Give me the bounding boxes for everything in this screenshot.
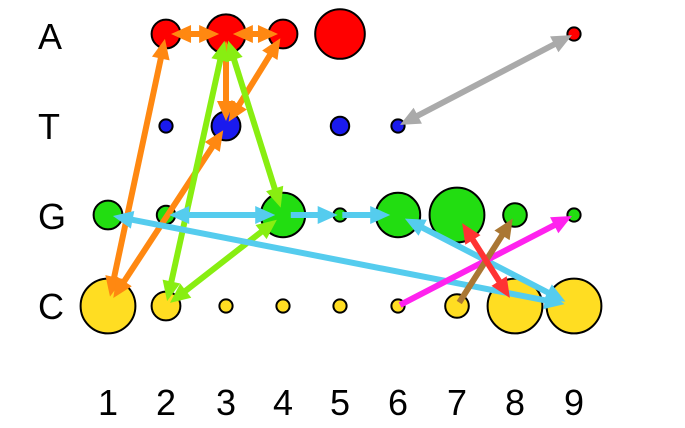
edge-shaft-6: [230, 54, 279, 194]
edge-head-1: [257, 25, 278, 43]
edge-head-12: [370, 206, 391, 224]
node-a-9: [566, 26, 582, 42]
edge-tail-head-8: [255, 219, 277, 240]
edge-tail-head-14: [404, 218, 427, 236]
edge-shaft-9: [412, 39, 560, 121]
edge-head-17: [491, 276, 510, 298]
col-label-9: 9: [564, 382, 584, 423]
edge-tail-head-9: [400, 107, 422, 125]
edge-head-3: [228, 99, 247, 122]
edge-shaft-4: [110, 53, 165, 282]
edge-arrow-10: [169, 206, 276, 224]
edge-shaft-7: [167, 55, 225, 287]
edge-arrow-17: [462, 223, 510, 298]
col-label-7: 7: [447, 382, 467, 423]
col-label-1: 1: [98, 382, 118, 423]
edge-head-9: [550, 35, 572, 53]
edge-tail-head-17: [462, 223, 481, 245]
node-g-9: [566, 207, 582, 223]
edge-arrow-3: [228, 38, 281, 122]
col-label-3: 3: [216, 382, 236, 423]
node-t-6: [390, 118, 406, 134]
col-label-8: 8: [505, 382, 525, 423]
edge-head-16: [494, 218, 513, 241]
edge-head-6: [266, 185, 284, 208]
edge-arrow-15: [398, 216, 572, 308]
edge-head-8: [169, 283, 192, 303]
edge-arrow-6: [225, 40, 284, 208]
row-label-t: T: [38, 106, 60, 147]
col-label-4: 4: [273, 382, 293, 423]
edge-arrow-16: [456, 218, 513, 305]
edge-shaft-3: [234, 50, 275, 110]
col-label-6: 6: [388, 382, 408, 423]
edge-head-2: [217, 100, 235, 121]
node-t-5: [329, 115, 351, 137]
edge-head-15: [550, 216, 572, 234]
edge-shaft-13: [128, 216, 550, 305]
edge-tail-head-3: [262, 38, 281, 61]
edge-head-14: [543, 284, 566, 302]
row-label-a: A: [38, 16, 62, 57]
edge-tail-head-1: [232, 25, 253, 43]
edge-head-5: [113, 276, 132, 298]
col-label-2: 2: [156, 382, 176, 423]
col-label-5: 5: [330, 382, 350, 423]
edge-arrow-1: [232, 25, 278, 43]
edge-head-11: [317, 206, 338, 224]
edge-head-10: [255, 206, 276, 224]
edge-arrow-0: [171, 25, 220, 43]
edge-arrow-9: [400, 35, 572, 125]
edge-tail-head-4: [151, 38, 170, 61]
row-labels: A T G C: [38, 16, 66, 327]
edge-tail-head-6: [225, 40, 243, 63]
edge-arrow-11: [290, 206, 338, 224]
edges-layer: [105, 25, 572, 310]
node-t-2: [158, 118, 174, 134]
column-labels: 1 2 3 4 5 6 7 8 9: [98, 382, 584, 423]
node-a-5: [314, 8, 366, 60]
edge-arrow-12: [342, 206, 391, 224]
node-c-4: [275, 298, 291, 314]
node-c-3: [218, 298, 234, 314]
edge-tail-head-13: [112, 210, 135, 229]
edge-arrow-7: [162, 40, 230, 302]
node-c-5: [332, 298, 348, 314]
edge-shaft-16: [456, 230, 507, 305]
edge-head-0: [171, 25, 192, 43]
edge-tail-head-5: [204, 130, 224, 152]
edge-tail-head-10: [169, 206, 190, 224]
row-label-c: C: [38, 286, 64, 327]
edge-tail-head-7: [211, 40, 230, 63]
edge-head-7: [162, 279, 181, 302]
row-label-g: G: [38, 196, 66, 237]
edge-shaft-17: [468, 234, 504, 287]
edge-shaft-15: [398, 220, 560, 308]
edge-tail-head-0: [199, 25, 220, 43]
